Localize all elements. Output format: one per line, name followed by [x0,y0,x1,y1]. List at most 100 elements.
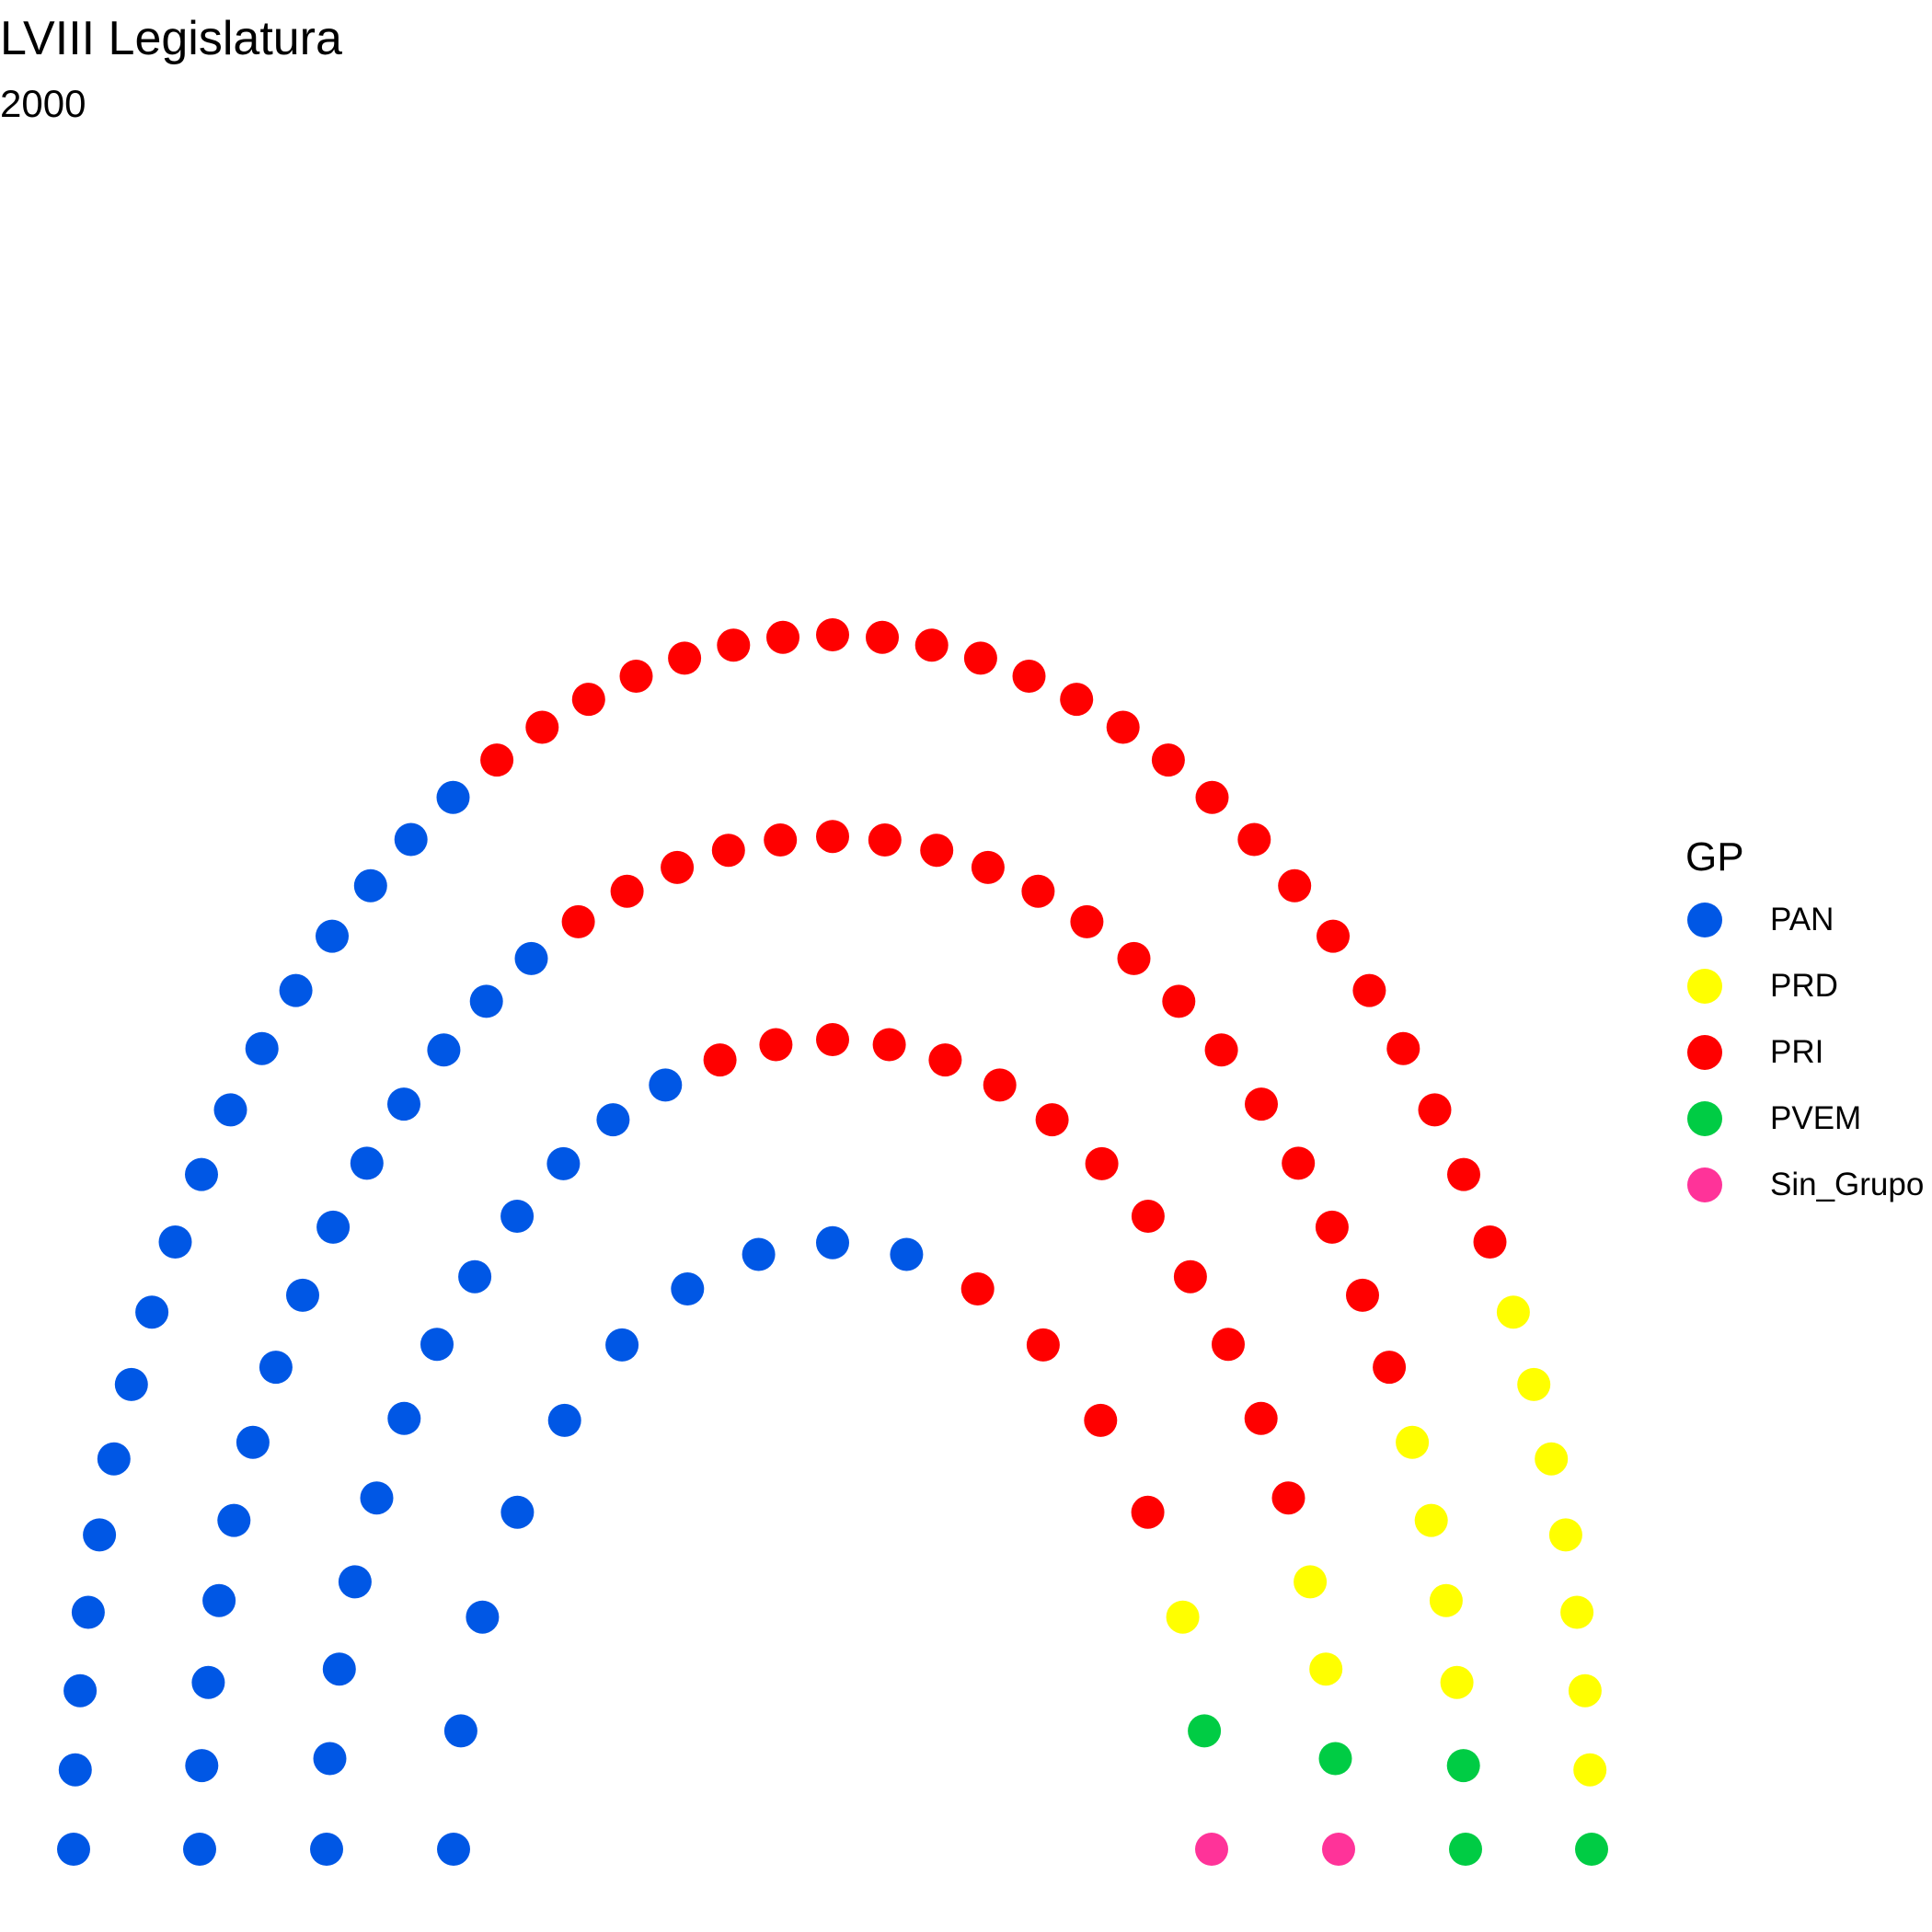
legend-label: PRI [1770,1034,1824,1070]
seat-pan [443,1714,477,1748]
seat-pri [1245,1087,1278,1121]
seat-prd [1535,1442,1569,1476]
legend-item-sin_grupo: Sin_Grupo [1685,1152,1925,1218]
seat-pan [420,1328,454,1362]
seat-pri [816,1023,849,1056]
seat-pri [1282,1146,1316,1180]
seat-pri [703,1043,737,1077]
seat-pri [1317,919,1350,953]
seat-pri [983,1068,1017,1102]
seat-pri [1352,973,1386,1007]
seat-pri [1212,1328,1245,1362]
seat-pri [480,743,514,777]
seat-pri [1012,660,1046,693]
seat-pan [310,1833,343,1866]
seat-pri [1447,1157,1480,1191]
legend-item-pvem: PVEM [1685,1086,1925,1152]
seat-pri [1195,780,1229,814]
seat-prd [1440,1665,1474,1699]
legend-label: Sin_Grupo [1770,1167,1925,1202]
seat-prd [1414,1503,1448,1537]
legend-item-prd: PRD [1685,953,1925,1019]
seat-pri [619,660,653,693]
seat-pri [571,683,605,717]
seat-pan [387,1401,421,1435]
seat-pan [191,1665,225,1699]
seat-prd [1568,1673,1602,1708]
seat-pri [1151,743,1185,777]
seat-pri [1173,1259,1207,1294]
seat-pri [1271,1481,1305,1515]
seat-pri [1386,1031,1420,1065]
seat-pan [202,1583,236,1617]
seat-pvem [1318,1742,1352,1776]
seat-sin_grupo [1195,1833,1228,1866]
seat-pan [279,973,313,1007]
seat-pri [920,834,954,868]
legend-label: PRD [1770,968,1838,1004]
seat-pan [466,1600,500,1634]
seat-pan [458,1259,492,1294]
seat-prd [1573,1753,1607,1787]
seat-pri [816,618,849,651]
seat-pvem [1188,1714,1222,1748]
legend-key-pan [1687,903,1722,937]
seat-pri [1021,874,1055,908]
seat-pri [928,1043,962,1077]
seat-pan [313,1742,347,1776]
legend-key-sin_grupo [1687,1167,1722,1202]
seat-pan [500,1200,535,1233]
seat-pan [83,1518,117,1552]
seat-pan [547,1403,581,1437]
seat-pan [316,1210,351,1244]
seat-pri [661,850,695,884]
seat-pan [427,1033,461,1067]
seat-group [57,618,1608,1866]
seat-pri [1278,868,1312,903]
seat-pri [866,620,899,654]
seat-pan [158,1225,192,1259]
seat-pan [394,822,428,857]
seat-pri [914,628,949,662]
legend-key-prd [1687,969,1722,1004]
legend-label: PVEM [1770,1100,1862,1136]
seat-pan [469,984,503,1018]
seat-pri [872,1028,906,1062]
legend-item-pri: PRI [1685,1019,1925,1086]
seat-pvem [1449,1833,1482,1866]
seat-pan [97,1442,131,1476]
legend-key-pvem [1687,1101,1722,1136]
seat-prd [1166,1600,1200,1634]
seat-pan [316,919,349,953]
seat-pri [668,641,702,675]
seat-pri [561,904,595,938]
seat-pri [1237,822,1271,857]
seat-pan [353,868,387,903]
seat-pri [1131,1495,1165,1529]
seat-pan [437,1833,470,1866]
seat-pri [1084,1403,1118,1437]
chart-title: LVIII Legislatura [0,12,342,65]
seat-pan [185,1157,218,1191]
seat-prd [1496,1295,1530,1329]
seat-pan [546,1146,581,1180]
seat-pri [1106,710,1140,744]
seat-pri [1035,1103,1069,1137]
legend-items: PAN PRD PRI PVEM Sin_Grupo [1685,887,1925,1218]
seat-pri [525,710,559,744]
seat-pan [350,1146,384,1180]
seat-pri [960,1272,995,1305]
seat-pan [338,1565,372,1599]
seat-pan [596,1103,630,1137]
seat-pan [387,1087,420,1121]
seat-pan [322,1652,356,1686]
seat-pan [649,1068,683,1102]
seat-prd [1429,1583,1463,1617]
legend-key-pri [1687,1035,1722,1070]
seat-pan [217,1503,251,1537]
seat-pri [868,823,902,857]
seat-prd [1294,1565,1328,1599]
seat-pan [183,1833,216,1866]
seat-pri [1204,1033,1238,1067]
